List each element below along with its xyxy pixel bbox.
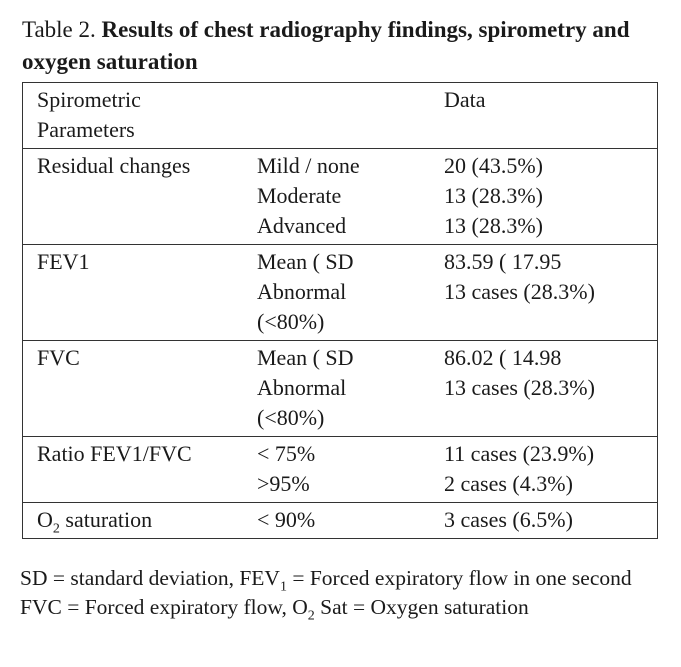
value-cell: 3 cases (6.5%) xyxy=(444,507,573,532)
table: Spirometric Parameters Data Residual change… xyxy=(22,82,658,539)
item: >95% 2 cases (4.3%) xyxy=(257,469,657,499)
param-cell: Abnormal (<80%) xyxy=(257,373,444,433)
table-row: O2 saturation < 90% 3 cases (6.5%) xyxy=(23,502,657,538)
param-text: < 75% xyxy=(257,441,316,466)
row-items: Mild / none 20 (43.5%) Moderate 13 (28.3%) A… xyxy=(257,151,657,241)
param-cell: Abnormal (<80%) xyxy=(257,277,444,337)
item: Moderate 13 (28.3%) xyxy=(257,181,657,211)
header-text: Parameters xyxy=(37,117,135,142)
header-data: Data xyxy=(257,85,657,145)
footnote: SD = standard deviation, FEV1 = Forced e… xyxy=(20,564,668,624)
item: Mean ( SD 86.02 ( 14.98 xyxy=(257,343,657,373)
param-text: Advanced xyxy=(257,213,347,238)
value-cell: 20 (43.5%) xyxy=(444,153,543,178)
param-text: Abnormal xyxy=(257,279,347,304)
value-cell: 86.02 ( 14.98 xyxy=(444,345,562,370)
header-text: Data xyxy=(444,87,486,112)
param-cell: >95% xyxy=(257,469,444,499)
param-text: Moderate xyxy=(257,183,342,208)
text: FEV1 xyxy=(37,249,90,274)
caption-text: Results of chest radiography findings, s… xyxy=(22,17,630,74)
text: Sat = Oxygen saturation xyxy=(314,595,529,619)
row-label: Residual changes xyxy=(37,151,190,181)
param-cell: Mild / none xyxy=(257,151,444,181)
param-text: >95% xyxy=(257,471,310,496)
param-cell: < 75% xyxy=(257,439,444,469)
value-cell: 83.59 ( 17.95 xyxy=(444,249,562,274)
param-text: Abnormal xyxy=(257,375,347,400)
text: O xyxy=(37,507,53,532)
subscript: 2 xyxy=(307,608,315,624)
subscript: 2 xyxy=(52,521,60,537)
param-text: Mean ( SD xyxy=(257,345,354,370)
param-cell: < 90% xyxy=(257,505,444,535)
table-caption: Table 2. Results of chest radiography fi… xyxy=(22,14,667,78)
item: < 90% 3 cases (6.5%) xyxy=(257,505,657,535)
row-items: < 75% 11 cases (23.9%) >95% 2 cases (4.3%) xyxy=(257,439,657,499)
table-row: FVC Mean ( SD 86.02 ( 14.98 Abnormal (<80%) 1… xyxy=(23,340,657,436)
header-text: Spirometric xyxy=(37,87,141,112)
row-label: O2 saturation xyxy=(37,505,153,537)
item: Abnormal (<80%) 13 cases (28.3%) xyxy=(257,277,657,337)
text: Ratio FEV1/FVC xyxy=(37,441,192,466)
table-row: FEV1 Mean ( SD 83.59 ( 17.95 Abnormal (<80%)… xyxy=(23,244,657,340)
row-items: Mean ( SD 86.02 ( 14.98 Abnormal (<80%) 13 c… xyxy=(257,343,657,433)
text: Residual changes xyxy=(37,153,191,178)
text: = Forced expiratory flow in one second F… xyxy=(20,566,632,619)
row-label: FEV1 xyxy=(37,247,90,277)
header-row: Spirometric Parameters Data xyxy=(23,83,657,148)
param-text: (<80%) xyxy=(257,405,325,430)
text: saturation xyxy=(59,507,153,532)
item: Advanced 13 (28.3%) xyxy=(257,211,657,241)
param-text: (<80%) xyxy=(257,309,325,334)
row-items: Mean ( SD 83.59 ( 17.95 Abnormal (<80%) 13 c… xyxy=(257,247,657,337)
param-text: Mild / none xyxy=(257,153,360,178)
param-text: Mean ( SD xyxy=(257,249,354,274)
text: SD = standard deviation, FEV xyxy=(20,566,280,590)
row-label: FVC xyxy=(37,343,80,373)
text: FVC xyxy=(37,345,80,370)
header-item: Data xyxy=(257,85,657,115)
table-row: Ratio FEV1/FVC < 75% 11 cases (23.9%) >95% 2… xyxy=(23,436,657,502)
param-cell: Advanced xyxy=(257,211,444,241)
subscript: 1 xyxy=(279,579,287,595)
value-cell: 13 (28.3%) xyxy=(444,183,543,208)
param-cell: Mean ( SD xyxy=(257,343,444,373)
value-cell: 11 cases (23.9%) xyxy=(444,441,595,466)
value-cell: 2 cases (4.3%) xyxy=(444,471,573,496)
item: Mean ( SD 83.59 ( 17.95 xyxy=(257,247,657,277)
row-items: < 90% 3 cases (6.5%) xyxy=(257,505,657,535)
spacer xyxy=(257,85,444,115)
item: Abnormal (<80%) 13 cases (28.3%) xyxy=(257,373,657,433)
caption-label: Table 2. xyxy=(22,17,96,42)
value-cell: 13 (28.3%) xyxy=(444,213,543,238)
param-cell: Mean ( SD xyxy=(257,247,444,277)
value-cell: 13 cases (28.3%) xyxy=(444,279,595,304)
item: Mild / none 20 (43.5%) xyxy=(257,151,657,181)
item: < 75% 11 cases (23.9%) xyxy=(257,439,657,469)
param-text: < 90% xyxy=(257,507,316,532)
value-cell: 13 cases (28.3%) xyxy=(444,375,595,400)
table-row: Residual changes Mild / none 20 (43.5%) Mod… xyxy=(23,148,657,244)
param-cell: Moderate xyxy=(257,181,444,211)
row-label: Ratio FEV1/FVC xyxy=(37,439,192,469)
header-cell: Spirometric Parameters xyxy=(37,85,141,145)
